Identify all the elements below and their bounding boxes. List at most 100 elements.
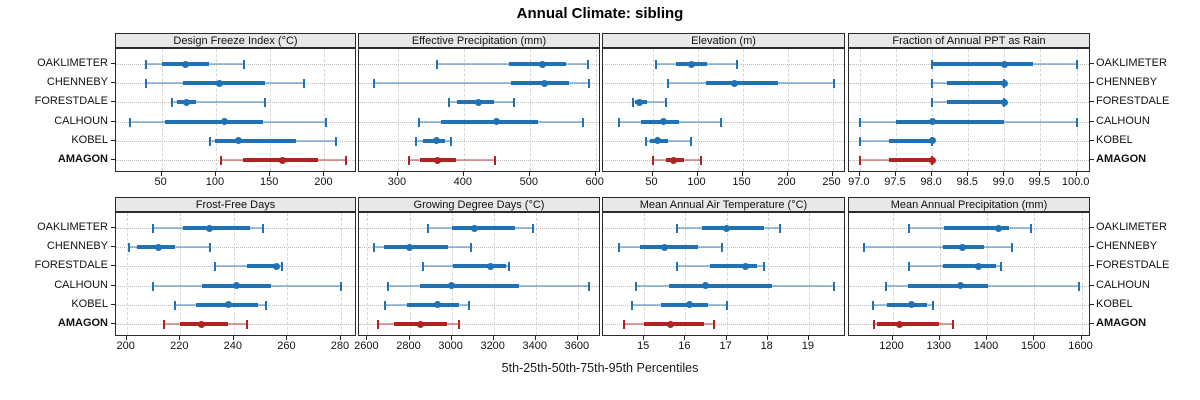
station-label-right-chenneby: CHENNEBY (1096, 240, 1158, 253)
median-dot (895, 320, 903, 328)
percentile-range-25-75 (451, 226, 515, 230)
axis-tick (528, 172, 530, 176)
gridline (939, 213, 941, 335)
whisker-cap (469, 243, 472, 253)
whisker-cap (302, 79, 305, 89)
percentile-range-25-75 (946, 81, 1005, 86)
median-dot (730, 79, 738, 87)
percentile-range-25-75 (895, 119, 1005, 124)
gridline (324, 49, 326, 171)
axis-tick (786, 172, 788, 176)
whisker-cap (209, 136, 212, 146)
axis-tick-label: 98.5 (956, 176, 978, 188)
row-guide (116, 102, 355, 104)
station-label-right-oaklimeter: OAKLIMETER (1096, 221, 1167, 233)
median-dot (198, 320, 206, 328)
axis-tick (1080, 336, 1082, 340)
axis-tick-label: 250 (822, 176, 841, 188)
axis-tick (807, 336, 809, 340)
station-label-left-chenneby: CHENNEBY (46, 240, 108, 253)
whisker-cap (872, 300, 875, 310)
axis-tick (1090, 82, 1094, 84)
axis-tick (232, 336, 234, 340)
axis-tick-label: 2800 (396, 340, 421, 352)
whisker-cap (908, 262, 911, 272)
whisker-cap (262, 224, 265, 233)
median-dot (959, 243, 967, 251)
axis-tick (594, 172, 596, 176)
whisker-cap (588, 281, 591, 291)
median-dot (1000, 98, 1008, 106)
axis-tick-label: 400 (453, 176, 472, 188)
whisker-cap (214, 262, 217, 272)
median-dot (215, 79, 223, 87)
axis-tick-label: 3000 (438, 340, 463, 352)
panel-title: Mean Annual Air Temperature (°C) (639, 198, 808, 211)
gridline (180, 213, 182, 335)
median-dot (659, 118, 667, 126)
row-guide (359, 140, 599, 142)
whisker-cap (676, 224, 679, 233)
axis-tick (1003, 172, 1005, 176)
axis-tick (111, 265, 115, 267)
axis-tick-label: 220 (170, 340, 189, 352)
axis-tick-label: 1500 (1021, 340, 1046, 352)
median-dot (994, 224, 1002, 232)
axis-tick-label: 280 (330, 340, 350, 352)
gridline (451, 213, 453, 335)
percentile-range-25-75 (888, 158, 933, 162)
axis-tick-label: 3200 (480, 340, 505, 352)
panel-axis-mean-annual-air-temperature-c: 15 16 17 18 19 (602, 336, 845, 354)
axis-tick-label: 50 (645, 176, 658, 188)
median-dot (1000, 79, 1008, 87)
whisker-cap (220, 156, 223, 165)
whisker-cap (725, 300, 728, 310)
gridline (685, 213, 687, 335)
whisker-cap (690, 136, 693, 146)
row-guide (603, 64, 844, 65)
station-label-right-amagon: AMAGON (1096, 317, 1147, 329)
station-label-left-forestdale: FORESTDALE (34, 95, 108, 108)
axis-tick (534, 336, 536, 340)
gridline (892, 213, 894, 335)
whisker-cap (721, 243, 724, 253)
station-label-right-calhoun: CALHOUN (1096, 114, 1150, 127)
axis-tick (831, 172, 833, 176)
axis-tick (286, 336, 288, 340)
axis-tick (366, 336, 368, 340)
percentile-range-25-75 (946, 100, 1005, 105)
row-guide (603, 160, 844, 161)
axis-tick (111, 139, 115, 141)
whisker-cap (145, 60, 148, 69)
panel-plot-design-freeze-index-c (115, 48, 356, 172)
axis-tick-label: 18 (760, 340, 773, 352)
gridline (535, 213, 537, 335)
panel-title: Design Freeze Index (°C) (173, 34, 298, 47)
median-dot (448, 282, 456, 290)
whisker-cap (586, 60, 589, 69)
gridline (968, 49, 970, 171)
gridline (529, 49, 531, 171)
panel-axis-frost-free-days: 200 220 240 260 280 (115, 336, 356, 354)
gridline (742, 49, 744, 171)
whisker-cap (631, 98, 634, 108)
percentile-range-25-75 (452, 264, 507, 269)
percentile-range-25-75 (182, 226, 250, 230)
whisker-cap (700, 156, 703, 165)
percentile-range-25-75 (710, 264, 758, 269)
whisker-cap (1010, 243, 1013, 253)
figure-title: Annual Climate: sibling (516, 5, 684, 22)
axis-tick-label: 150 (732, 176, 751, 188)
percentile-range-25-75 (384, 245, 449, 250)
percentile-range-25-75 (701, 226, 764, 230)
axis-tick (1090, 284, 1094, 286)
gridline (1081, 213, 1083, 335)
axis-tick (1075, 172, 1077, 176)
gridline (367, 213, 369, 335)
whisker-cap (427, 224, 430, 233)
whisker-cap (651, 156, 654, 165)
panel-plot-mean-annual-precipitation-mm (848, 212, 1090, 336)
axis-tick (111, 284, 115, 286)
whisker-cap (335, 136, 338, 146)
gridline (463, 49, 465, 171)
